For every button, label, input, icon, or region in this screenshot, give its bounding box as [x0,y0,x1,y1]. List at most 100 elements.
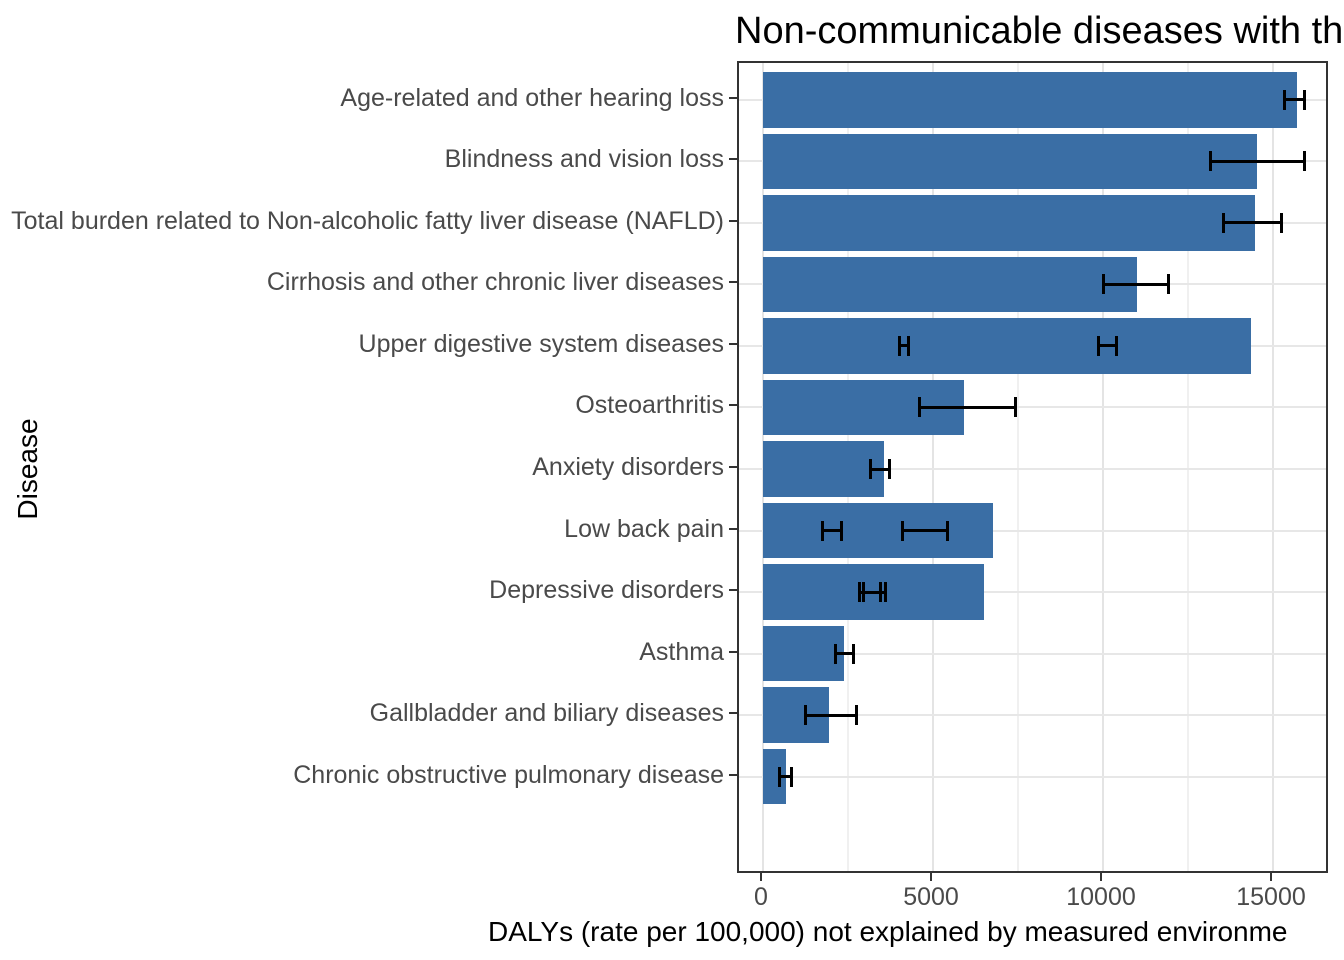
y-tick-mark [729,158,737,161]
category-gridline [739,775,1326,778]
x-tick-mark [930,873,932,881]
minor-gridline [1017,63,1019,871]
bar [763,195,1255,251]
error-bar-cap [883,582,887,603]
error-bar-cap [840,520,844,541]
major-gridline [1102,63,1104,871]
bar [763,625,844,682]
category-gridline [739,406,1326,409]
error-bar-cap [833,643,837,664]
error-bar-cap [851,643,855,664]
error-bar-line [1210,159,1305,163]
chart-title: Non-communicable diseases with the g [735,10,1344,52]
y-tick-mark [729,219,737,222]
error-bar-cap [1097,335,1101,356]
y-tick-label: Chronic obstructive pulmonary disease [293,760,724,789]
error-bar-cap [1115,335,1119,356]
major-gridline [932,63,934,871]
y-tick-mark [729,527,737,530]
error-bar-cap [898,335,902,356]
error-bar-line [822,529,842,532]
error-bar-line [835,652,854,656]
y-tick-mark [729,404,737,407]
error-bar-line [1103,282,1169,286]
y-tick-label: Asthma [639,637,724,666]
category-gridline [739,714,1326,717]
y-tick-label: Anxiety disorders [532,453,724,481]
error-bar-cap [907,335,911,356]
bar [763,441,885,497]
x-tick-label: 10000 [1066,883,1136,911]
y-tick-label: Upper digestive system diseases [358,329,724,358]
y-tick-label: Low back pain [564,514,724,543]
error-bar-cap [789,766,793,787]
y-tick-mark [729,281,737,284]
y-tick-label: Osteoarthritis [575,391,724,420]
x-axis-title: DALYs (rate per 100,000) not explained b… [488,916,1288,947]
y-tick-mark [729,712,737,715]
y-tick-mark [729,773,737,776]
y-tick-label: Depressive disorders [489,576,724,605]
y-tick-mark [729,466,737,468]
bar [763,748,787,805]
error-bar-cap [861,582,865,603]
error-bar-cap [1101,274,1105,295]
error-bar-cap [1303,89,1307,110]
minor-gridline [1187,63,1189,871]
error-bar-cap [887,459,891,479]
y-axis-labels: Age-related and other hearing loss Blindn… [0,61,724,873]
category-gridline [739,468,1326,470]
y-tick-label: Cirrhosis and other chronic liver diseas… [266,268,724,297]
error-bar-cap [1208,151,1212,172]
y-tick-label: Blindness and vision loss [444,145,724,174]
error-bar-cap [1283,89,1287,110]
bar [763,256,1137,313]
error-bar-cap [778,766,782,787]
x-tick-label: 0 [754,883,768,911]
category-gridline [739,652,1326,655]
x-tick-label: 15000 [1236,883,1306,911]
error-bar-cap [1167,274,1171,295]
bar [763,318,1252,374]
y-tick-label: Age-related and other hearing loss [340,83,724,112]
error-bar-line [1284,98,1305,102]
error-bar-cap [868,459,872,479]
y-tick-mark [729,650,737,653]
error-bar-line [919,405,1016,409]
category-gridline [739,529,1326,532]
y-tick-label: Gallbladder and biliary diseases [369,699,724,728]
bar [763,133,1258,190]
error-bar-line [870,467,890,471]
error-bar-cap [946,520,950,541]
major-gridline [1272,63,1274,871]
error-bar-cap [820,520,824,541]
x-tick-mark [760,873,762,881]
error-bar-line [863,590,886,594]
error-bar-cap [1279,212,1283,233]
error-bar-line [1098,344,1117,348]
category-gridline [739,591,1326,594]
error-bar-line [779,775,792,779]
y-tick-label: Total burden related to Non-alcoholic fa… [11,206,724,235]
error-bar-line [1223,221,1282,225]
x-tick-mark [1100,873,1102,881]
error-bar-cap [917,397,921,418]
error-bar-cap [804,705,808,726]
error-bar-cap [858,582,862,603]
bar [763,72,1297,128]
error-bar-cap [1014,397,1018,418]
error-bar-cap [901,520,905,541]
error-bar-line [902,529,948,532]
y-tick-mark [729,342,737,345]
error-bar-cap [1302,151,1306,172]
error-bar-line [899,344,909,348]
error-bar-cap [1222,212,1226,233]
error-bar-line [805,713,857,717]
bar [763,502,993,559]
y-tick-mark [729,96,737,99]
plot-panel [737,61,1328,873]
x-tick-mark [1270,873,1272,881]
error-bar-cap [854,705,858,726]
y-tick-mark [729,589,737,592]
